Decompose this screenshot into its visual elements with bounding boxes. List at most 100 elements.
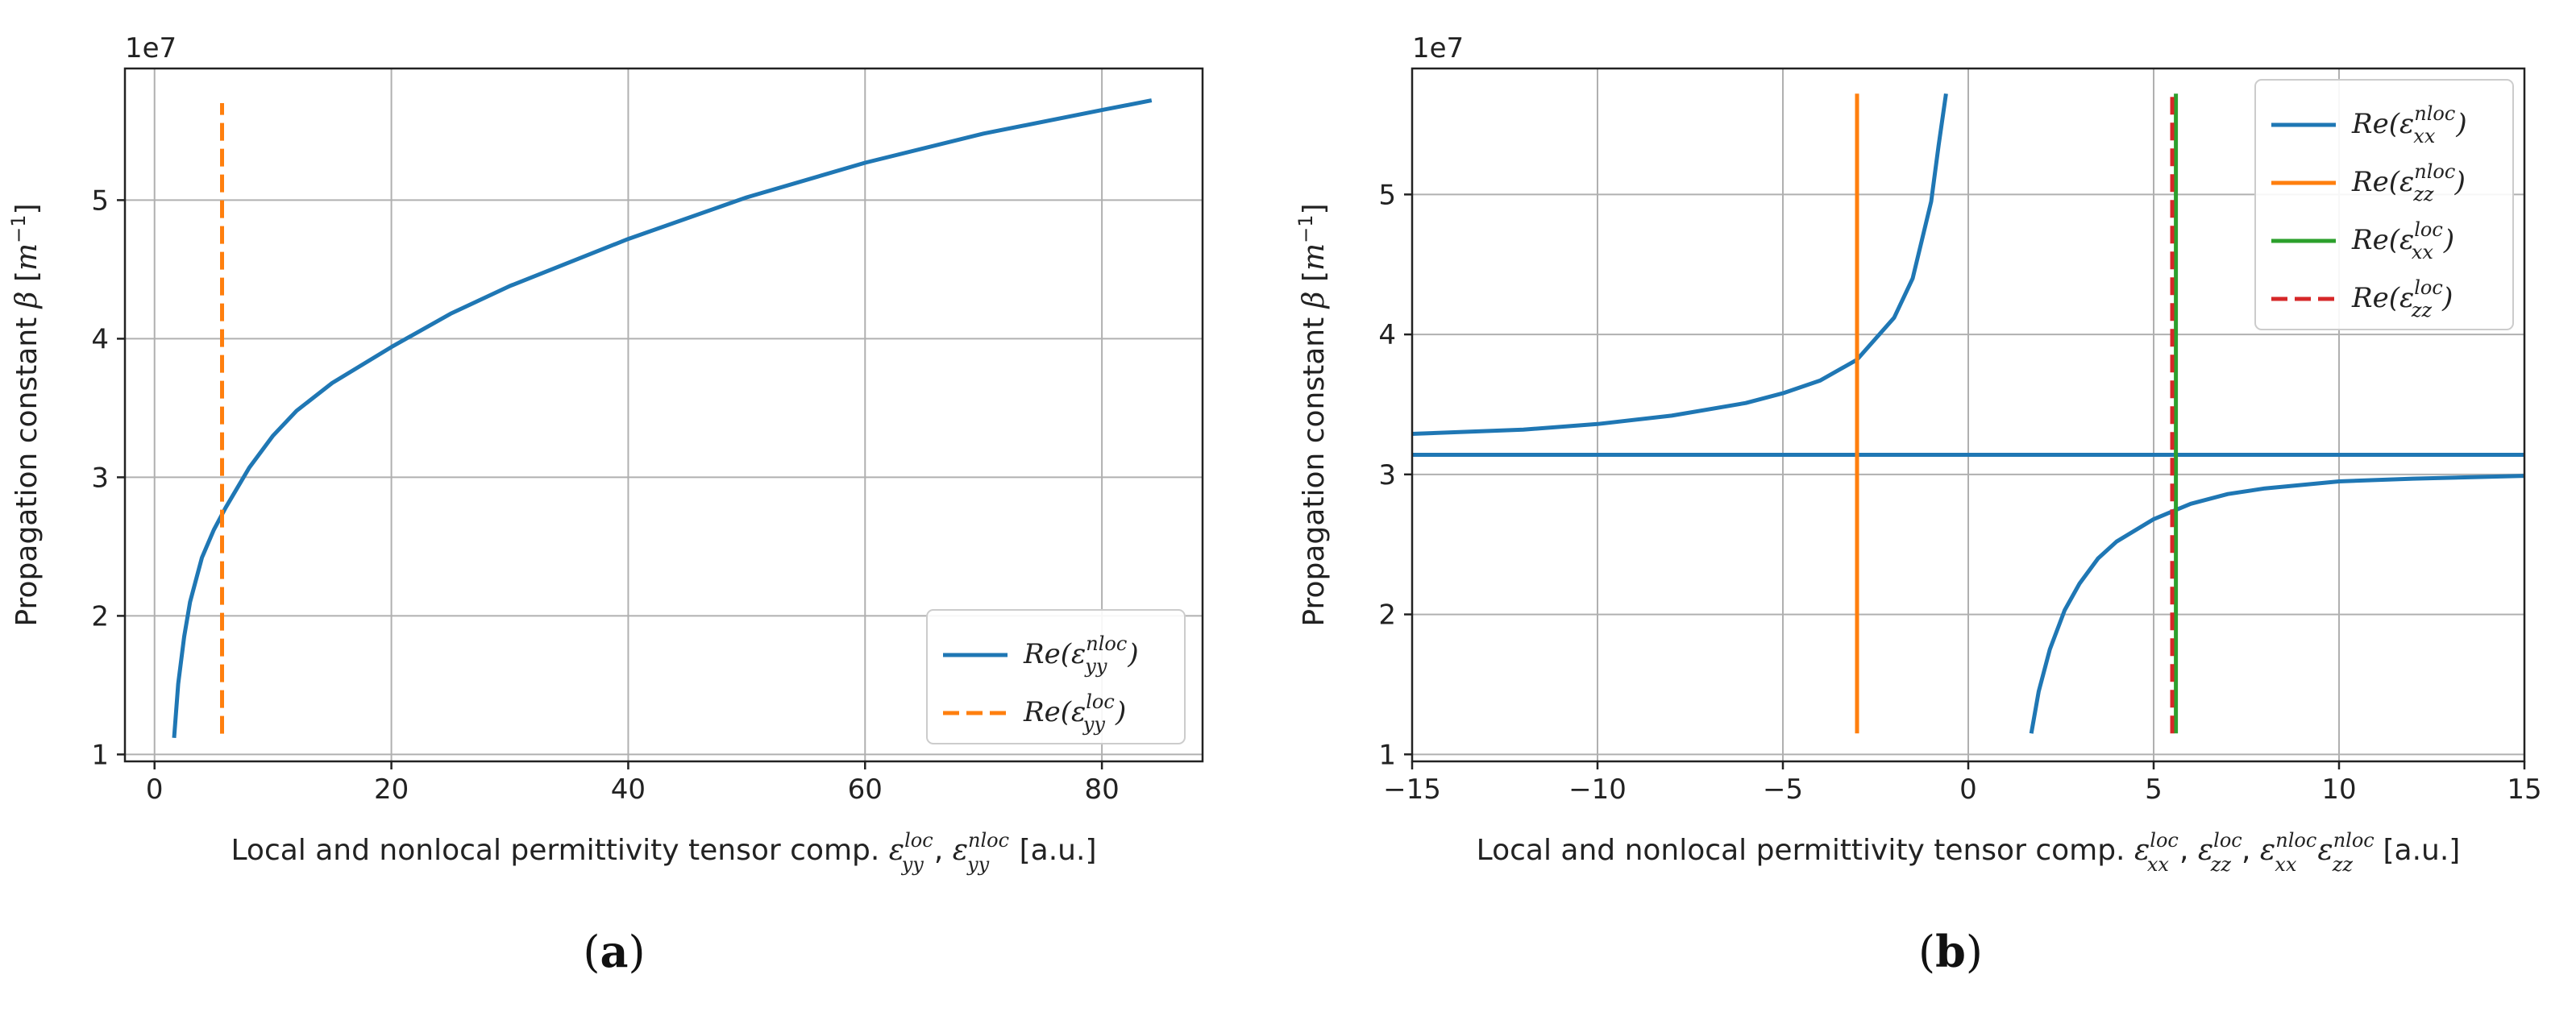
y-label-text: Propagation constant	[10, 308, 44, 626]
x-tick-label: −10	[1568, 773, 1627, 806]
legend-label: Re(εnloc zz)	[2351, 160, 2466, 205]
legend-pre: Re(	[2351, 108, 2400, 140]
caption-paren: (	[583, 927, 600, 977]
x-label-text: Local and nonlocal permittivity tensor c…	[231, 834, 889, 867]
y-label-unit: [	[1298, 271, 1331, 292]
x-tick-label: 10	[2321, 773, 2356, 806]
x-tick-label: 40	[611, 773, 646, 806]
y-axis-label: Propagation constant β [m−1]	[7, 203, 44, 626]
subscript: yy	[966, 853, 990, 876]
panel-caption: (b)	[1918, 926, 1983, 977]
legend-pre: Re(	[1023, 696, 1072, 728]
legend: Re(εnloc yy)Re(εloc yy)	[926, 609, 1186, 744]
epsilon-symbol: ε	[1071, 696, 1086, 728]
caption-paren: )	[1966, 927, 1983, 977]
subscript: yy	[1084, 655, 1107, 678]
legend-pre: Re(	[2351, 282, 2400, 314]
y-label-unit-exp: −1	[1294, 214, 1317, 243]
legend-pre: Re(	[2351, 166, 2400, 198]
x-tick-label: 15	[2507, 773, 2541, 806]
x-tick-label: 80	[1084, 773, 1119, 806]
subscript: zz	[2412, 183, 2434, 205]
superscript: loc	[1086, 690, 1115, 713]
epsilon-symbol: ε	[2317, 834, 2333, 867]
subscript: yy	[1082, 713, 1106, 736]
epsilon-symbol: ε	[2399, 224, 2414, 256]
legend-pre: Re(	[2351, 224, 2400, 256]
superscript: loc	[2414, 218, 2443, 241]
epsilon-symbol: ε	[2134, 834, 2150, 867]
y-tick-label: 1	[91, 739, 109, 771]
subscript: zz	[2411, 299, 2433, 321]
x-tick-label: 20	[374, 773, 409, 806]
y-axis-label: Propagation constant β [m−1]	[1294, 203, 1331, 626]
x-label-separator: ,	[2242, 834, 2260, 867]
epsilon-symbol: ε	[2260, 834, 2275, 867]
legend-label: Re(εloc yy)	[1023, 690, 1126, 736]
subscript: xx	[2147, 853, 2170, 876]
x-tick-label: 0	[146, 773, 164, 806]
superscript: nloc	[2275, 829, 2316, 852]
y-tick-label: 5	[91, 185, 109, 217]
y-tick-label: 4	[91, 323, 109, 355]
legend-box	[926, 609, 1186, 744]
panel-caption: (a)	[583, 926, 645, 977]
legend-post: )	[2454, 166, 2466, 198]
superscript: nloc	[2333, 829, 2374, 852]
subscript: zz	[2332, 853, 2354, 876]
legend-label: Re(εnloc yy)	[1023, 632, 1139, 678]
y-tick-label: 3	[91, 462, 109, 494]
superscript: loc	[2150, 829, 2179, 852]
y-label-unit-close: ]	[10, 203, 44, 214]
series-line-1	[2029, 474, 2525, 734]
superscript: loc	[2414, 276, 2443, 299]
beta-symbol: β	[10, 291, 44, 309]
x-tick-label: −5	[1763, 773, 1803, 806]
caption-paren: )	[629, 927, 646, 977]
legend: Re(εnloc xx)Re(εnloc zz)Re(εloc xx)Re(εloc z…	[2254, 79, 2514, 330]
axis-offset-text: 1e7	[1412, 32, 1464, 64]
series-line-1	[1411, 93, 1948, 436]
chart-panel-b: −15 −10 −5 0 5 10 15 1 2 3 4 5 1e7 Propagation consta…	[1294, 32, 2542, 977]
x-axis-label: Local and nonlocal permittivity tensor c…	[231, 829, 1097, 876]
epsilon-symbol: ε	[1071, 638, 1086, 670]
epsilon-symbol: ε	[2399, 166, 2414, 198]
legend-post: )	[2441, 282, 2453, 314]
y-label-unit-exp: −1	[7, 214, 30, 243]
legend-pre: Re(	[1023, 638, 1072, 670]
legend-box	[2254, 79, 2514, 330]
chart-panel-a: 0 20 40 60 80 1 2 3 4 5 1e7 Propagation constant β …	[7, 32, 1204, 977]
y-label-text: Propagation constant	[1298, 308, 1331, 626]
subscript: yy	[901, 853, 924, 876]
y-tick-label: 3	[1378, 459, 1396, 491]
subscript: xx	[2412, 241, 2434, 263]
series-line-1	[172, 98, 1153, 738]
y-tick-label: 5	[1378, 179, 1396, 211]
x-label-separator: ,	[2179, 834, 2198, 867]
legend-label: Re(εloc zz)	[2351, 276, 2453, 321]
legend-post: )	[2455, 108, 2466, 140]
superscript: loc	[2213, 829, 2242, 852]
superscript: nloc	[968, 829, 1009, 852]
caption-letter: a	[600, 926, 629, 977]
legend-post: )	[2443, 224, 2454, 256]
epsilon-symbol: ε	[2399, 108, 2414, 140]
epsilon-symbol: ε	[2198, 834, 2213, 867]
caption-letter: b	[1935, 926, 1966, 977]
superscript: nloc	[1086, 632, 1127, 655]
legend-post: )	[1127, 638, 1138, 670]
x-tick-label: 0	[1959, 773, 1977, 806]
legend-label: Re(εnloc xx)	[2351, 102, 2467, 147]
y-label-unit-close: ]	[1298, 203, 1331, 214]
subscript: xx	[2275, 853, 2297, 876]
x-label-unit: [a.u.]	[2374, 834, 2460, 867]
beta-symbol: β	[1298, 291, 1331, 309]
y-label-unit-m: m	[1298, 243, 1331, 271]
x-tick-label: −15	[1383, 773, 1441, 806]
legend-post: )	[1115, 696, 1126, 728]
caption-paren: (	[1918, 927, 1935, 977]
epsilon-symbol: ε	[953, 834, 968, 867]
axis-offset-text: 1e7	[125, 32, 177, 64]
superscript: nloc	[2414, 160, 2455, 183]
